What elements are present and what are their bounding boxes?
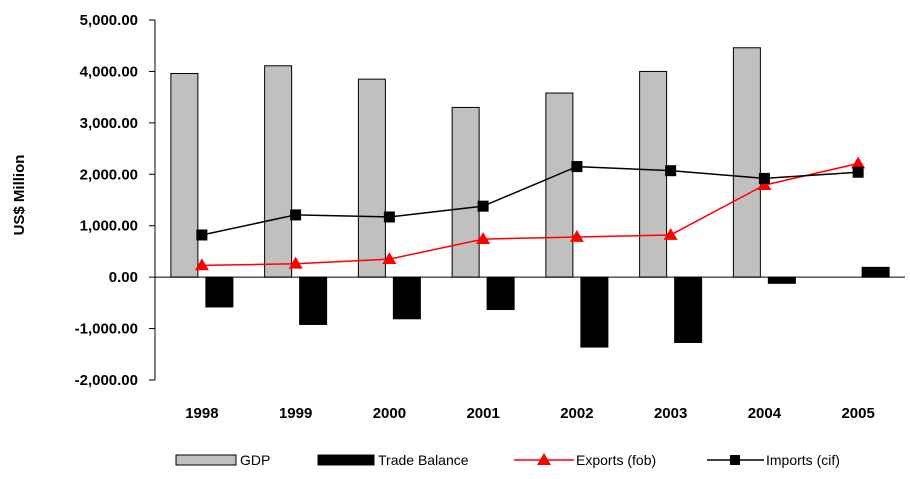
x-tick-label: 2000 [373,405,406,422]
x-tick-label: 1998 [185,405,218,422]
y-tick-label: 0.00 [109,269,138,286]
x-tick-label: 2003 [654,405,687,422]
x-tick-label: 2001 [466,405,499,422]
y-tick-label: 2,000.00 [80,166,138,183]
exports-point [382,252,397,265]
gdp-bar [264,65,293,278]
y-tick-label: 4,000.00 [80,63,138,80]
imports-point [196,229,208,241]
legend-imports-marker [730,455,740,465]
trade-balance-bar [861,266,890,278]
trade-balance-bar [205,276,234,308]
exports-point [757,178,772,190]
x-tick-label: 1999 [279,405,312,422]
gdp-bar [170,72,199,278]
imports-line [201,165,859,236]
axes-layer [149,19,905,381]
x-tick-label: 2004 [748,405,782,422]
exports-line [201,162,859,267]
legend-exports-label: Exports (fob) [576,452,656,468]
y-tick-label: 1,000.00 [80,218,138,235]
legend-exports-marker [537,453,551,465]
y-tick-label: -2,000.00 [75,372,138,389]
exports-point [851,156,866,169]
y-tick-label: 3,000.00 [80,115,138,132]
trade-balance-bar [392,276,421,320]
y-axis-ticks: 5,000.00 4,000.00 3,000.00 2,000.00 1,000.00… [75,12,138,389]
y-axis-title: US$ Million [11,155,28,236]
gdp-bar [357,78,386,278]
exports-point [194,258,209,271]
exports-point [288,256,303,269]
legend-gdp-label: GDP [240,452,270,468]
legend-imports-label: Imports (cif) [766,452,840,468]
imports-point [758,172,770,184]
bars-layer [170,47,890,348]
trade-balance-bar [580,276,609,348]
y-tick-label: 5,000.00 [80,12,138,29]
lines-layer [194,156,866,271]
trade-balance-bar [674,276,703,343]
imports-point [665,165,677,177]
imports-point [290,209,302,221]
trade-balance-bar [767,276,796,284]
x-tick-label: 2002 [560,405,593,422]
imports-point [571,161,583,173]
gdp-bar [732,47,761,278]
exports-point [569,230,584,242]
trade-balance-bar [486,276,515,311]
imports-point [383,211,395,223]
gdp-bar [451,106,480,278]
y-tick-label: -1,000.00 [75,321,138,338]
gdp-bar [639,70,668,278]
legend-trade-balance-label: Trade Balance [378,452,469,468]
imports-point [477,200,489,212]
legend-trade-balance-swatch [317,454,375,466]
legend: GDP Trade Balance Exports (fob) Imports (ci… [175,452,840,468]
legend-gdp-swatch [175,454,237,466]
trade-balance-bar [299,276,328,325]
exports-point [663,227,678,240]
imports-point [852,166,864,178]
exports-point [476,232,491,244]
x-tick-label: 2005 [841,405,874,422]
x-axis-labels: 1998 1999 2000 2001 2002 2003 2004 2005 [185,405,875,422]
gdp-bar [545,92,574,278]
